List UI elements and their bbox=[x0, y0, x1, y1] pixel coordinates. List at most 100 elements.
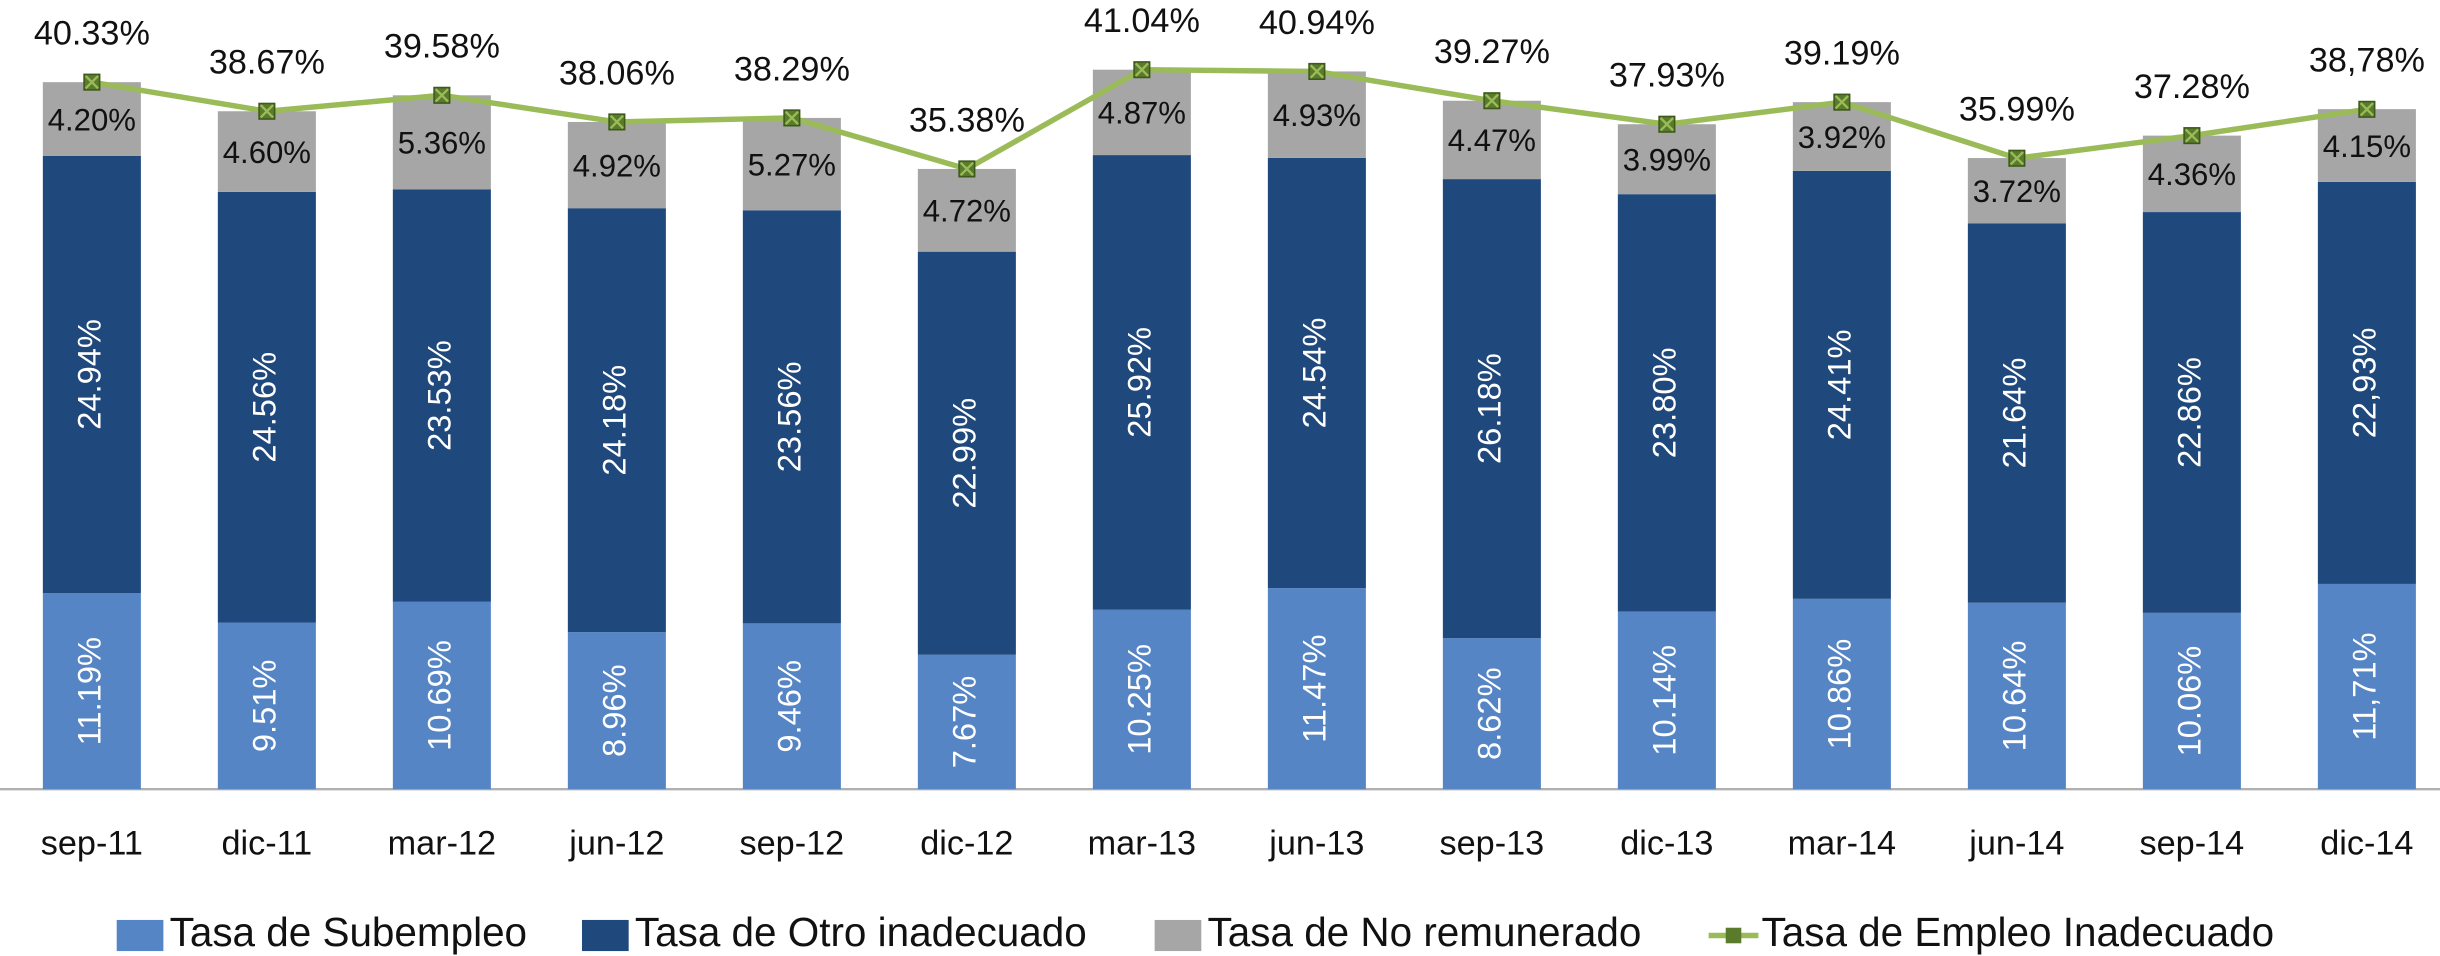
line-marker bbox=[1833, 93, 1851, 111]
data-label: 23.56% bbox=[770, 361, 807, 472]
bar-segment bbox=[1617, 124, 1716, 195]
bar-segment bbox=[392, 189, 491, 602]
bar-segment bbox=[42, 82, 141, 156]
marker-cross bbox=[1484, 93, 1499, 108]
legend-swatch bbox=[1154, 919, 1202, 952]
data-label: 4.92% bbox=[573, 148, 661, 183]
marker-cross bbox=[434, 88, 449, 103]
data-label: 10.64% bbox=[1995, 641, 2032, 752]
data-label: 38.06% bbox=[559, 54, 675, 92]
x-tick-label: sep-13 bbox=[1440, 824, 1545, 862]
bar-segment bbox=[2142, 612, 2241, 790]
legend-label: Tasa de Empleo Inadecuado bbox=[1762, 909, 2275, 955]
x-tick-label: dic-14 bbox=[2320, 824, 2413, 862]
bar-segment bbox=[2317, 109, 2416, 182]
data-label: 39.58% bbox=[384, 28, 500, 66]
data-label: 9.51% bbox=[245, 660, 282, 753]
x-tick-label: jun-12 bbox=[568, 824, 664, 862]
marker-cross bbox=[1309, 64, 1324, 79]
data-label: 24.94% bbox=[70, 319, 107, 430]
marker-cross bbox=[784, 110, 799, 125]
line-marker bbox=[608, 113, 626, 131]
bar-segment bbox=[1267, 588, 1366, 790]
x-tick-label: jun-13 bbox=[1268, 824, 1364, 862]
bar-segment bbox=[1792, 598, 1891, 790]
bar-segment bbox=[1617, 194, 1716, 612]
line-marker bbox=[958, 160, 976, 178]
data-label: 23.80% bbox=[1645, 347, 1682, 458]
bar-segment bbox=[1442, 638, 1541, 790]
bar-segment bbox=[217, 622, 316, 790]
bar-segment bbox=[567, 208, 666, 633]
marker-cross bbox=[1134, 62, 1149, 77]
data-label: 4.72% bbox=[923, 194, 1011, 229]
marker-cross bbox=[959, 161, 974, 176]
data-label: 11,71% bbox=[2346, 632, 2383, 740]
legend-label: Tasa de Subempleo bbox=[170, 909, 527, 955]
line-marker bbox=[2358, 100, 2376, 118]
data-label: 40.94% bbox=[1259, 4, 1375, 42]
line-marker bbox=[1483, 92, 1501, 110]
bar-segment bbox=[392, 601, 491, 790]
data-label: 10.69% bbox=[420, 640, 457, 751]
line-marker bbox=[1308, 62, 1326, 81]
bar-segment bbox=[1092, 609, 1191, 790]
legend-swatch bbox=[116, 919, 164, 952]
bar-segment bbox=[1617, 611, 1716, 790]
bar-segment bbox=[42, 155, 141, 594]
bar-segment bbox=[917, 251, 1016, 655]
x-tick-label: dic-12 bbox=[920, 824, 1013, 862]
bar-segment bbox=[1967, 602, 2066, 790]
data-label: 7.67% bbox=[945, 676, 982, 769]
data-label: 3.92% bbox=[1798, 120, 1886, 155]
data-label: 23.53% bbox=[420, 340, 457, 451]
data-label: 10.25% bbox=[1120, 644, 1157, 755]
data-label: 38.29% bbox=[734, 50, 850, 88]
bar-segment bbox=[392, 95, 491, 190]
data-label: 4.15% bbox=[2323, 129, 2411, 164]
bar-segment bbox=[567, 121, 666, 209]
bar-segment bbox=[1792, 170, 1891, 599]
bar-segment bbox=[742, 623, 841, 790]
data-label: 22,93% bbox=[2346, 328, 2383, 439]
marker-cross bbox=[2359, 102, 2374, 117]
marker-cross bbox=[259, 104, 274, 119]
legend-marker bbox=[1725, 927, 1742, 944]
data-label: 5.27% bbox=[748, 147, 836, 182]
data-label: 4.87% bbox=[1098, 96, 1186, 131]
line-marker bbox=[2183, 127, 2201, 145]
bar-segment bbox=[1442, 100, 1541, 180]
line-marker bbox=[83, 73, 101, 91]
data-label: 5.36% bbox=[398, 126, 486, 161]
data-label: 3.99% bbox=[1623, 143, 1711, 178]
data-label: 38,78% bbox=[2309, 42, 2425, 80]
bar-segment bbox=[217, 111, 316, 192]
x-tick-label: mar-14 bbox=[1788, 824, 1896, 862]
x-tick-label: jun-14 bbox=[1968, 824, 2064, 862]
data-label: 10.06% bbox=[2171, 646, 2208, 757]
marker-cross bbox=[1834, 95, 1849, 110]
data-label: 22.99% bbox=[945, 398, 982, 509]
data-label: 8.62% bbox=[1470, 667, 1507, 760]
data-label: 35.38% bbox=[909, 101, 1025, 139]
data-label: 24.54% bbox=[1295, 318, 1332, 429]
legend-swatch bbox=[581, 919, 629, 952]
marker-cross bbox=[2009, 151, 2024, 166]
x-tick-label: sep-14 bbox=[2140, 824, 2245, 862]
marker-cross bbox=[609, 114, 624, 129]
bar-segment bbox=[1442, 179, 1541, 639]
x-tick-label: sep-11 bbox=[41, 824, 143, 862]
data-label: 25.92% bbox=[1120, 327, 1157, 438]
bar-segment bbox=[42, 593, 141, 790]
data-label: 10.14% bbox=[1645, 645, 1682, 756]
bar-segment bbox=[1967, 223, 2066, 603]
line-marker bbox=[433, 86, 451, 104]
line-marker bbox=[2008, 149, 2026, 167]
data-label: 24.18% bbox=[595, 365, 632, 476]
line-marker bbox=[783, 109, 801, 127]
data-label: 41.04% bbox=[1084, 2, 1200, 40]
bar-segment bbox=[2317, 181, 2416, 584]
bar-segment bbox=[1092, 69, 1191, 156]
